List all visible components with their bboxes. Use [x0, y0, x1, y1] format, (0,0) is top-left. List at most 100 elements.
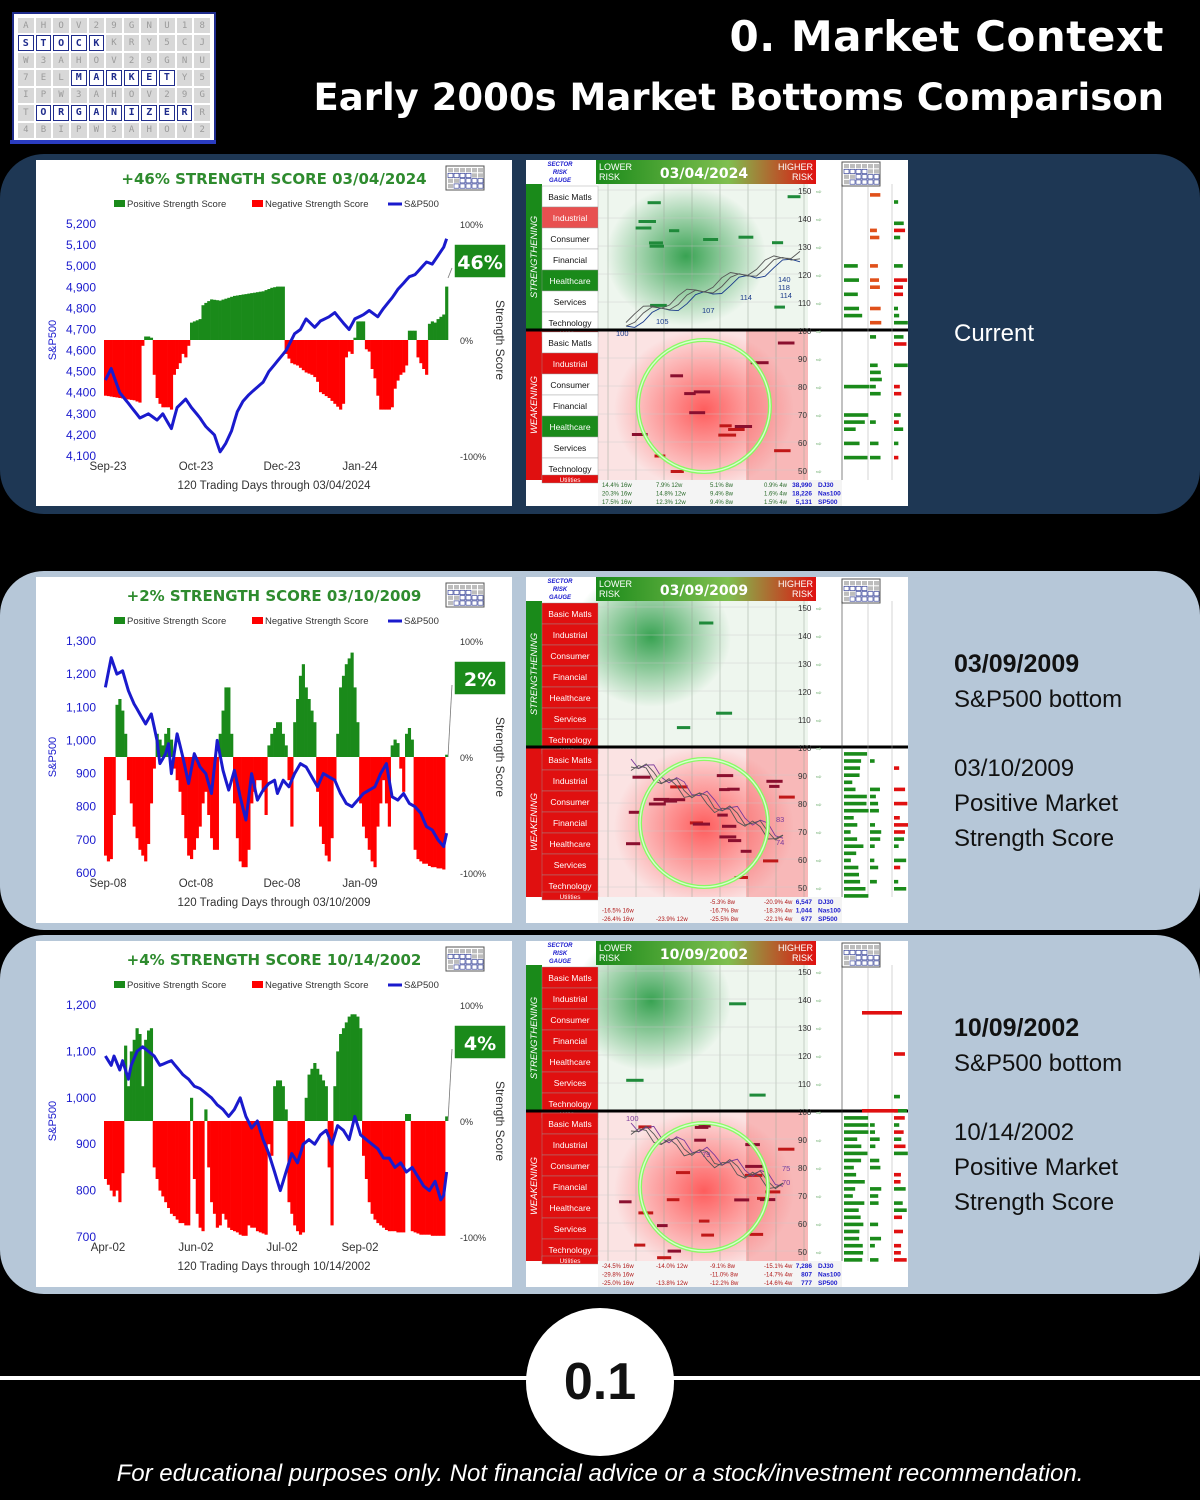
breadth-bar — [844, 894, 869, 898]
sector-trail-mark — [703, 238, 719, 241]
logo-letter: R — [176, 105, 193, 121]
strength-bar — [255, 757, 260, 781]
breadth-bar — [894, 1180, 901, 1184]
sector-label: Healthcare — [549, 839, 590, 849]
strength-bar — [364, 1121, 369, 1179]
logo-filler: 3 — [106, 122, 122, 138]
strength-bar — [293, 1121, 297, 1226]
strength-bar — [364, 340, 369, 350]
sector-label: Services — [554, 443, 587, 453]
arrow-icon: ⇨ — [816, 689, 822, 697]
sector-label: Healthcare — [549, 693, 590, 703]
breadth-bar — [894, 1229, 904, 1234]
index-perf-cell: -18.3% 4w — [764, 909, 793, 915]
strength-bar — [359, 321, 363, 340]
y-tick-label: 900 — [76, 1137, 96, 1151]
panel-side-text: 10/09/2002 S&P500 bottom 10/14/2002 Posi… — [954, 1011, 1122, 1220]
lower-risk-label: RISK — [599, 172, 620, 182]
strength-bar — [104, 1121, 108, 1179]
breadth-bar — [844, 278, 859, 282]
strength-bar — [442, 1121, 446, 1236]
x-tick-label: Dec-23 — [263, 461, 300, 473]
strength-bar — [181, 757, 185, 815]
strength-bar — [278, 286, 283, 340]
breadth-bar — [894, 391, 902, 396]
strength-bar — [195, 320, 199, 340]
sector-trail-mark — [631, 433, 648, 436]
logo-filler: 8 — [194, 18, 210, 34]
strength-bar — [336, 733, 340, 757]
logo-filler: W — [88, 122, 105, 138]
sector-trail-mark — [719, 835, 737, 839]
strength-bar — [370, 757, 374, 862]
strength-bar — [433, 322, 437, 340]
strength-bar — [427, 323, 432, 340]
breadth-bar — [870, 1201, 879, 1205]
sector-label: Financial — [553, 818, 587, 828]
strength-bar — [413, 757, 417, 850]
x-tick-label: Sep-23 — [89, 461, 126, 473]
breadth-bar — [870, 865, 879, 870]
breadth-bar — [870, 830, 882, 834]
strength-bar — [164, 340, 168, 408]
gauge-y-tick: 90 — [798, 772, 807, 781]
lower-risk-label: LOWER — [599, 943, 633, 953]
breadth-bar — [894, 306, 899, 311]
strength-bar — [296, 1121, 300, 1232]
logo-filler: H — [106, 87, 122, 104]
strength-bar — [442, 314, 446, 340]
breadth-bar — [894, 766, 900, 770]
x-tick-label: Jan-24 — [342, 461, 378, 473]
y-tick-label: 600 — [76, 866, 96, 880]
sector-label: Utilities — [560, 1258, 582, 1265]
strength-bar — [384, 757, 389, 804]
strength-bar — [264, 290, 268, 340]
logo-filler: B — [35, 122, 52, 138]
strength-bar — [253, 1121, 257, 1228]
breadth-bar — [870, 384, 876, 389]
sector-label: Healthcare — [549, 422, 590, 432]
strength-bar — [356, 1016, 360, 1121]
weakening-label: WEAKENING — [529, 1157, 540, 1215]
sector-label: Financial — [553, 672, 587, 682]
breadth-bar — [844, 1208, 859, 1212]
strength-bar — [402, 757, 406, 792]
gauge-y-tick: 50 — [798, 1248, 807, 1257]
breadth-bar — [844, 1116, 869, 1120]
gauge-date: 03/09/2009 — [660, 583, 748, 599]
strength-bar — [276, 722, 280, 757]
strength-bar — [321, 1080, 326, 1121]
strength-bar — [235, 295, 240, 340]
breadth-bar — [844, 851, 857, 856]
strength-bar — [258, 1121, 262, 1233]
logo-letter: M — [70, 70, 87, 86]
strength-bar — [115, 704, 119, 757]
logo-letter: A — [88, 70, 105, 86]
sector-trail-mark — [676, 1171, 691, 1175]
strength-bar — [387, 757, 391, 827]
strength-bar — [330, 757, 334, 839]
index-line-label: 100 — [626, 1114, 639, 1123]
strength-bar — [324, 757, 328, 856]
strength-chart-2002: +4% STRENGTH SCORE 10/14/2002 Positive St… — [36, 941, 512, 1287]
signal-date: 03/10/2009 — [954, 755, 1075, 782]
gauge-header — [596, 941, 816, 965]
breadth-bar — [844, 879, 861, 884]
strength-bar — [379, 340, 383, 410]
sector-label-cell — [541, 1255, 599, 1265]
sector-trail-mark — [728, 428, 745, 431]
strength-bar — [152, 1121, 156, 1168]
strength-bar — [405, 340, 409, 366]
strength-bar — [138, 340, 142, 403]
logo-letter: R — [53, 105, 69, 121]
breadth-bar — [894, 1201, 903, 1205]
strength-bar — [233, 295, 237, 340]
logo-filler: 2 — [88, 18, 105, 34]
strength-bar — [161, 1121, 165, 1197]
breadth-bar — [870, 823, 876, 827]
logo-underline — [10, 140, 216, 144]
strength-bar — [227, 1121, 231, 1228]
breadth-bar — [870, 1194, 879, 1198]
gauge-y-tick: 70 — [798, 411, 807, 420]
index-line-label: 79 — [702, 1150, 710, 1159]
